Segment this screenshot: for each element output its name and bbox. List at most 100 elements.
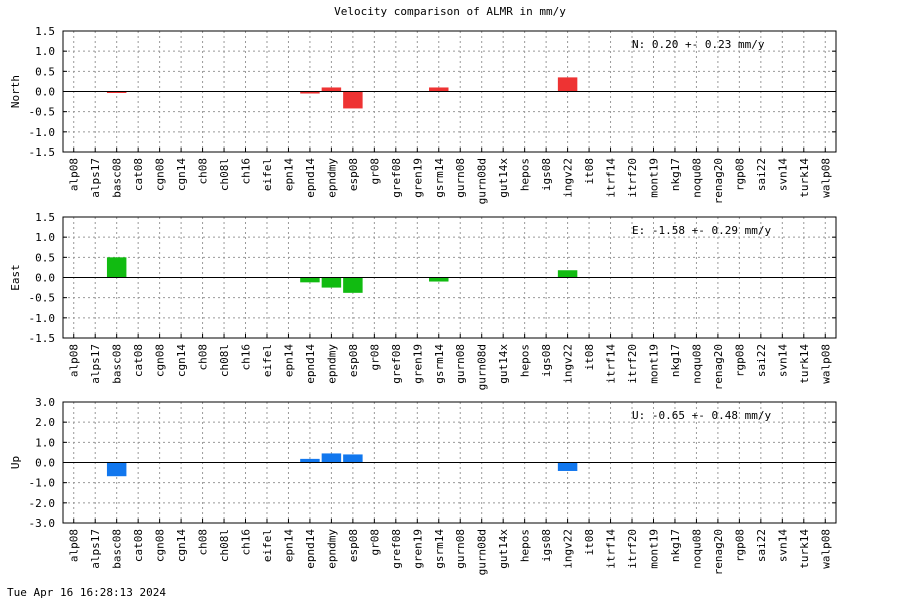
x-tick-label: svn14 (776, 158, 789, 191)
bar-basc08 (106, 257, 127, 278)
x-tick-label: ch08 (197, 344, 210, 371)
bar-epndmy (321, 87, 342, 92)
x-tick-label: esp08 (347, 158, 360, 191)
x-tick-label: gr08 (368, 344, 381, 371)
x-tick-label: epn14 (282, 158, 295, 191)
x-tick-label: eifel (261, 158, 274, 191)
x-tick-label: nkg17 (669, 344, 682, 377)
x-tick-label: nkg17 (669, 529, 682, 562)
y-tick-label: 1.0 (35, 45, 55, 58)
x-tick-label: epnd14 (304, 529, 317, 569)
x-tick-label: gren19 (411, 344, 424, 384)
x-tick-label: gref08 (390, 158, 403, 198)
x-tick-label: noqu08 (690, 158, 703, 198)
x-tick-label: itrf14 (605, 529, 618, 569)
x-tick-label: hepos (519, 529, 532, 562)
x-tick-label: alps17 (89, 529, 102, 569)
x-tick-label: gsrm14 (433, 158, 446, 198)
x-tick-label: svn14 (776, 529, 789, 562)
x-tick-label: gren19 (411, 529, 424, 569)
x-tick-label: ch08l (218, 344, 231, 377)
y-axis-label: East (9, 264, 22, 291)
bar-ingv22 (557, 270, 578, 278)
y-tick-label: -1.5 (29, 146, 56, 159)
y-tick-label: -1.0 (29, 477, 56, 490)
x-tick-label: ingv22 (562, 158, 575, 198)
bar-ingv22 (557, 462, 578, 471)
x-tick-label: ch08l (218, 158, 231, 191)
bar-basc08 (106, 462, 127, 477)
bar-epndmy (321, 277, 342, 288)
x-tick-label: gurn08 (454, 529, 467, 569)
x-tick-label: cat08 (132, 529, 145, 562)
x-tick-label: epnd14 (304, 158, 317, 198)
x-tick-label: itrf20 (626, 344, 639, 384)
x-tick-label: sai22 (755, 529, 768, 562)
y-tick-label: 1.5 (35, 25, 55, 38)
x-tick-label: walp08 (819, 158, 832, 198)
x-tick-label: gren19 (411, 158, 424, 198)
x-tick-label: ingv22 (562, 529, 575, 569)
x-tick-label: cgn08 (154, 344, 167, 377)
x-tick-label: cat08 (132, 158, 145, 191)
y-tick-label: -0.5 (29, 106, 56, 119)
x-tick-label: esp08 (347, 344, 360, 377)
x-tick-label: rgp08 (733, 529, 746, 562)
x-tick-label: basc08 (111, 344, 124, 384)
x-tick-label: ch16 (240, 344, 253, 371)
y-tick-label: -1.0 (29, 126, 56, 139)
y-tick-label: -2.0 (29, 497, 56, 510)
x-tick-label: cgn14 (175, 529, 188, 562)
x-tick-label: noqu08 (690, 344, 703, 384)
x-tick-label: alp08 (68, 344, 81, 377)
x-tick-label: it08 (583, 158, 596, 185)
x-tick-label: gurn08d (476, 158, 489, 204)
chart-panel-east: 1.5 1.0 0.5 0.0 -0.5 -1.0 -1.5 alp08 alps17 basc0… (9, 211, 837, 390)
x-tick-label: renag20 (712, 529, 725, 575)
x-tick-label: sai22 (755, 158, 768, 191)
x-tick-label: alps17 (89, 344, 102, 384)
y-axis-label: Up (9, 456, 22, 469)
bar-esp08 (343, 454, 363, 463)
x-tick-label: gut14x (497, 158, 510, 198)
x-tick-label: gref08 (390, 344, 403, 384)
plot-frame (62, 216, 837, 339)
velocity-annotation: E: -1.58 +- 0.29 mm/y (632, 224, 771, 237)
x-tick-label: sai22 (755, 344, 768, 377)
x-tick-label: svn14 (776, 344, 789, 377)
bar-epnd14 (300, 91, 320, 94)
x-tick-label: gut14x (497, 529, 510, 569)
x-tick-label: ch08l (218, 529, 231, 562)
bar-epnd14 (300, 458, 320, 463)
x-tick-label: nkg17 (669, 158, 682, 191)
y-tick-label: -3.0 (29, 517, 56, 530)
x-tick-label: rgp08 (733, 344, 746, 377)
plot-frame (62, 30, 837, 153)
x-tick-label: epnd14 (304, 344, 317, 384)
x-tick-label: epndmy (325, 529, 338, 569)
bar-esp08 (343, 277, 363, 293)
x-tick-label: ch16 (240, 529, 253, 556)
x-tick-label: renag20 (712, 344, 725, 390)
x-tick-label: gurn08 (454, 158, 467, 198)
x-tick-label: mont19 (647, 158, 660, 198)
bar-esp08 (343, 91, 363, 109)
x-tick-label: eifel (261, 344, 274, 377)
x-tick-label: turk14 (798, 344, 811, 384)
x-tick-label: renag20 (712, 158, 725, 204)
x-tick-label: alp08 (68, 158, 81, 191)
x-tick-label: cgn08 (154, 529, 167, 562)
x-tick-label: epndmy (325, 158, 338, 198)
bar-gsrm14 (429, 277, 449, 282)
y-tick-label: 0.0 (35, 272, 55, 285)
y-tick-label: -1.5 (29, 332, 56, 345)
x-tick-label: it08 (583, 529, 596, 556)
x-tick-label: itrf14 (605, 158, 618, 198)
x-tick-label: ch16 (240, 158, 253, 185)
x-tick-label: cgn14 (175, 158, 188, 191)
x-tick-label: noqu08 (690, 529, 703, 569)
plot-frame (62, 401, 837, 524)
x-tick-label: cat08 (132, 344, 145, 377)
x-tick-label: gsrm14 (433, 529, 446, 569)
